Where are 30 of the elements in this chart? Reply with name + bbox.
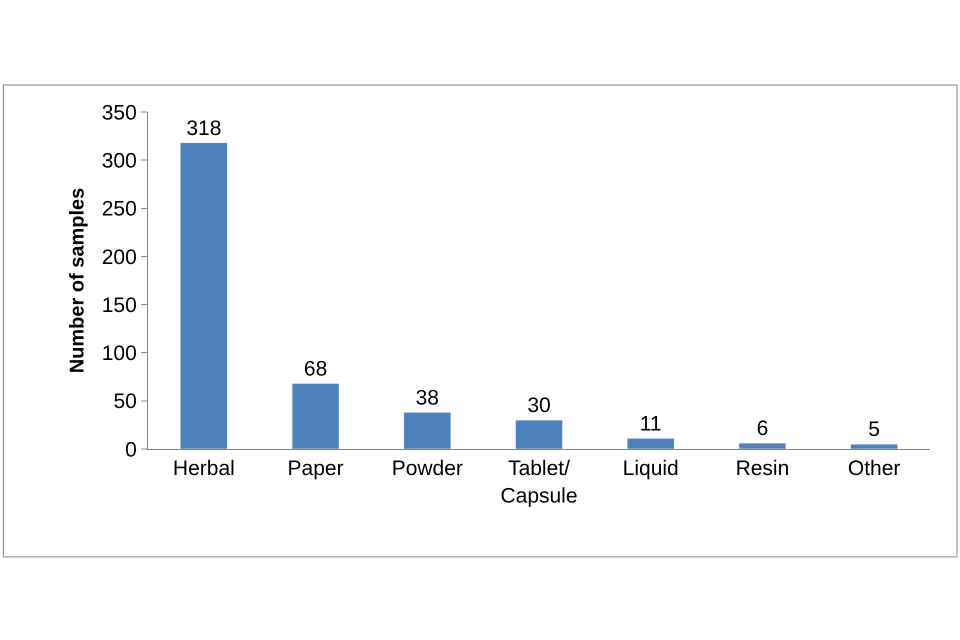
bar <box>850 444 898 449</box>
x-tick-label: Liquid <box>622 457 679 480</box>
data-label: 5 <box>868 418 880 442</box>
y-axis-title: Number of samples <box>66 188 88 374</box>
x-tick-label: Other <box>848 457 900 480</box>
y-tick-label: 150 <box>102 294 137 317</box>
y-tick-label: 300 <box>102 149 137 172</box>
x-tick-label: Herbal <box>172 457 235 480</box>
x-tick-label: Resin <box>736 457 790 480</box>
y-tick-label: 50 <box>113 390 137 414</box>
x-tick-label: Tablet/ Capsule <box>500 457 578 508</box>
data-label: 30 <box>527 394 551 418</box>
y-tick-label: 100 <box>102 342 137 366</box>
y-tick-label: 350 <box>102 101 137 124</box>
bar <box>180 142 228 449</box>
bar <box>738 442 786 449</box>
y-tick-label: 200 <box>102 246 137 269</box>
bar <box>292 383 340 449</box>
data-label: 68 <box>304 358 328 381</box>
data-label: 318 <box>186 116 222 140</box>
x-tick-label: Paper <box>288 457 344 480</box>
data-label: 38 <box>416 386 439 410</box>
bar <box>404 412 451 449</box>
y-tick-label: 0 <box>125 438 137 462</box>
data-label: 6 <box>756 417 768 440</box>
bar <box>627 438 674 449</box>
x-tick-label: Powder <box>392 457 463 480</box>
data-label: 11 <box>640 412 662 436</box>
bar <box>515 420 563 449</box>
y-tick-label: 250 <box>102 198 137 221</box>
